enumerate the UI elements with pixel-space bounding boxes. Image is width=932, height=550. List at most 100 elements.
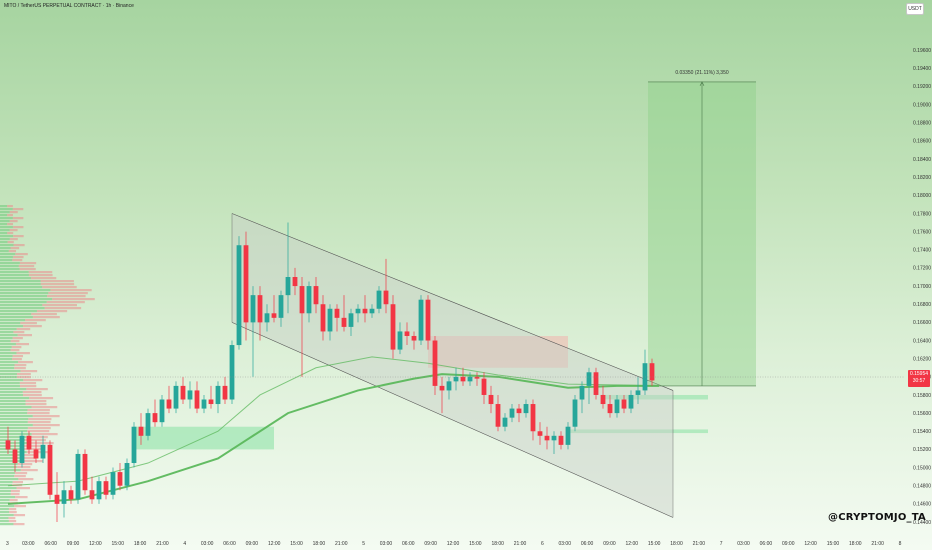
- candle-body: [614, 399, 620, 414]
- volume-bar-up: [0, 481, 13, 484]
- volume-bar-up: [0, 397, 30, 400]
- volume-bar-up: [0, 445, 24, 448]
- time-tick-label: 15:00: [290, 541, 303, 547]
- candle-body: [474, 376, 480, 379]
- volume-bar-down: [29, 397, 54, 400]
- volume-bar-down: [10, 493, 20, 496]
- volume-bar-down: [12, 256, 24, 259]
- volume-bar-up: [0, 343, 16, 346]
- currency-badge[interactable]: USDT: [906, 3, 924, 15]
- volume-bar-up: [0, 385, 20, 388]
- time-tick-label: 12:00: [447, 541, 460, 547]
- price-tick-label: 0.19200: [913, 84, 931, 90]
- time-tick-label: 12:00: [89, 541, 102, 547]
- volume-bar-up: [0, 493, 11, 496]
- time-tick-label: 5: [362, 541, 365, 547]
- price-tick-label: 0.17800: [913, 211, 931, 217]
- volume-bar-down: [8, 508, 17, 511]
- volume-bar-down: [29, 442, 54, 445]
- volume-bar-down: [31, 313, 57, 316]
- volume-bar-up: [0, 433, 32, 436]
- volume-bar-down: [32, 415, 60, 418]
- candle-body: [33, 449, 39, 459]
- candle-body: [467, 376, 473, 382]
- price-tick-label: 0.15000: [913, 465, 931, 471]
- volume-bar-up: [0, 313, 32, 316]
- candle-body: [19, 435, 25, 464]
- candle-body: [453, 376, 459, 382]
- volume-bar-down: [10, 490, 20, 493]
- candle-body: [425, 299, 431, 341]
- time-tick-label: 4: [183, 541, 186, 547]
- volume-bar-up: [0, 373, 17, 376]
- volume-bar-up: [0, 217, 13, 220]
- current-price-value: 0.15954: [909, 371, 929, 377]
- volume-bar-down: [27, 430, 50, 433]
- volume-bar-down: [14, 505, 26, 508]
- price-tick-label: 0.18400: [913, 157, 931, 163]
- candle-body: [96, 481, 102, 500]
- candle-body: [194, 390, 200, 409]
- volume-bar-up: [0, 325, 24, 328]
- author-watermark: @CRYPTOMJO_TA: [828, 512, 926, 523]
- volume-bar-down: [19, 385, 37, 388]
- time-axis: 3 03:00 06:00 09:00 12:00 15:00 18:00 21:00 4 03:…: [6, 541, 902, 547]
- volume-bar-down: [8, 517, 16, 520]
- volume-bar-down: [18, 361, 33, 364]
- candle-body: [173, 385, 179, 409]
- volume-bar-up: [0, 223, 8, 226]
- volume-bar-up: [0, 499, 10, 502]
- volume-bar-down: [19, 262, 37, 265]
- price-tick-label: 0.17200: [913, 266, 931, 272]
- volume-bar-down: [27, 427, 51, 430]
- time-tick-label: 18:00: [313, 541, 326, 547]
- volume-bar-up: [0, 247, 11, 250]
- volume-bar-up: [0, 229, 10, 232]
- price-tick-label: 0.15400: [913, 429, 931, 435]
- price-tick-label: 0.18200: [913, 175, 931, 181]
- time-tick-label: 21:00: [156, 541, 169, 547]
- candle-body: [110, 472, 116, 495]
- volume-bar-up: [0, 301, 47, 304]
- candle-body: [159, 399, 165, 423]
- price-tick-label: 0.14400: [913, 520, 931, 526]
- volume-bar-up: [0, 355, 13, 358]
- volume-bar-up: [0, 280, 41, 283]
- volume-bar-up: [0, 319, 26, 322]
- volume-bar-up: [0, 328, 17, 331]
- volume-bar-down: [52, 298, 95, 301]
- time-tick-label: 09:00: [603, 541, 616, 547]
- candle-body: [635, 390, 641, 395]
- volume-bar-down: [42, 304, 77, 307]
- volume-bar-down: [9, 220, 18, 223]
- candle-body: [145, 413, 151, 436]
- volume-bar-up: [0, 460, 24, 463]
- volume-bar-down: [22, 448, 42, 451]
- volume-bar-up: [0, 211, 10, 214]
- volume-bar-down: [12, 226, 24, 229]
- volume-bar-up: [0, 352, 17, 355]
- volume-bar-up: [0, 394, 23, 397]
- candle-body: [215, 385, 221, 405]
- time-tick-label: 06:00: [581, 541, 594, 547]
- candle-body: [369, 308, 375, 314]
- candle-body: [222, 385, 228, 400]
- volume-bar-up: [0, 205, 8, 208]
- candle-body: [152, 413, 158, 423]
- candle-countdown: 30:57: [912, 378, 926, 384]
- time-tick-label: 6: [541, 541, 544, 547]
- time-tick-label: 15:00: [648, 541, 661, 547]
- candle-body: [418, 299, 424, 341]
- time-tick-label: 03:00: [558, 541, 571, 547]
- volume-bar-up: [0, 316, 33, 319]
- volume-bar-down: [13, 514, 26, 517]
- volume-bar-down: [16, 376, 31, 379]
- volume-bar-down: [10, 247, 20, 250]
- volume-bar-up: [0, 436, 27, 439]
- volume-bar-up: [0, 427, 28, 430]
- volume-bar-up: [0, 406, 32, 409]
- volume-bar-down: [32, 424, 60, 427]
- volume-bar-up: [0, 346, 12, 349]
- time-tick-label: 15:00: [827, 541, 840, 547]
